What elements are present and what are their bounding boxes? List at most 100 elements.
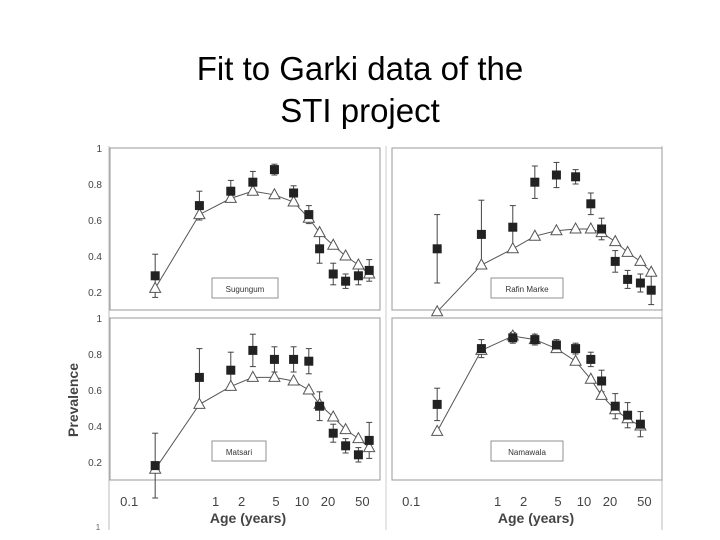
- panel-label: Sugungum: [226, 285, 265, 294]
- observed-point: [304, 356, 314, 366]
- x-tick-label: 10: [295, 494, 309, 509]
- panel-label: Rafin Marke: [505, 285, 549, 294]
- observed-point: [432, 244, 442, 254]
- y-tick-label: 1: [96, 314, 102, 325]
- y-tick-labels: 1 0.8 0.6 0.4 0.2 1 0.8 0.6 0.4 0.2: [88, 144, 102, 469]
- observed-point: [248, 177, 258, 187]
- x-tick-label: 1: [494, 494, 501, 509]
- y-axis-label: Prevalence: [65, 363, 81, 437]
- observed-point: [551, 170, 561, 180]
- y-tick-label: 0.4: [88, 422, 102, 433]
- model-point: [430, 304, 444, 317]
- model-point: [326, 238, 340, 250]
- x-tick-labels: 0.1 1 2 5 10 20 50 0.1 1 2 5 10 20 50: [120, 494, 651, 509]
- observed-point: [597, 224, 607, 234]
- observed-point: [571, 172, 581, 182]
- model-point: [569, 354, 582, 366]
- y-tick-label: 0.2: [88, 458, 102, 469]
- x-tick-label: 5: [554, 494, 561, 509]
- panel-namawala: Namawala: [391, 317, 663, 481]
- model-point: [268, 370, 281, 382]
- observed-point: [610, 256, 620, 266]
- observed-point: [364, 265, 374, 275]
- model-point: [352, 431, 365, 444]
- x-tick-label: 2: [238, 494, 245, 509]
- model-point: [595, 388, 608, 400]
- observed-point: [635, 419, 645, 429]
- model-point: [339, 248, 352, 261]
- observed-point: [364, 435, 374, 445]
- observed-point: [315, 401, 325, 411]
- y-tick-label: 0.6: [88, 216, 102, 227]
- panel-label-box: [211, 440, 267, 462]
- observed-point: [289, 354, 299, 364]
- x-tick-label: 0.1: [402, 494, 420, 509]
- model-point: [287, 373, 300, 386]
- slide-title: Fit to Garki data of the STI project: [110, 48, 610, 132]
- slide-title-line-2: STI project: [280, 92, 440, 129]
- observed-point: [353, 450, 363, 460]
- model-point: [644, 265, 658, 277]
- y-tick-label: 0.8: [88, 350, 102, 361]
- panel-label-box: [490, 440, 564, 462]
- observed-point: [530, 177, 540, 187]
- observed-point: [432, 399, 442, 409]
- observed-point: [623, 410, 633, 420]
- panel-rafin-marke: Rafin Marke: [391, 147, 663, 317]
- x-tick-label: 20: [603, 494, 617, 509]
- observed-point: [150, 461, 160, 471]
- observed-point: [551, 340, 561, 350]
- y-tick-label: 0.8: [88, 180, 102, 191]
- model-point: [584, 372, 598, 384]
- observed-point: [571, 344, 581, 354]
- model-point: [246, 184, 260, 196]
- model-point: [193, 207, 206, 220]
- observed-point: [289, 188, 299, 198]
- y-tick-label: 0.4: [88, 252, 102, 263]
- x-tick-label: 20: [321, 494, 335, 509]
- x-tick-label: 5: [272, 494, 279, 509]
- panel-label-box: [211, 277, 279, 299]
- model-point: [287, 194, 300, 207]
- observed-point: [341, 441, 351, 451]
- model-point: [621, 245, 634, 257]
- observed-point: [476, 229, 486, 239]
- x-axis-label-right: Age (years): [498, 510, 574, 526]
- observed-point: [646, 285, 656, 295]
- model-point: [608, 234, 622, 247]
- x-tick-label: 50: [355, 494, 369, 509]
- observed-point: [597, 376, 607, 386]
- observed-point: [341, 276, 351, 286]
- observed-point: [269, 165, 279, 175]
- observed-point: [353, 271, 363, 281]
- model-point: [506, 241, 520, 254]
- x-tick-label: 10: [577, 494, 591, 509]
- observed-point: [150, 271, 160, 281]
- x-tick-label: 1: [212, 494, 219, 509]
- model-point: [224, 191, 238, 203]
- x-tick-label: 2: [520, 494, 527, 509]
- observed-point: [248, 345, 258, 355]
- model-point: [326, 409, 340, 422]
- observed-point: [226, 186, 236, 196]
- model-point: [302, 382, 316, 395]
- model-point: [148, 281, 162, 293]
- observed-point: [194, 201, 204, 211]
- panel-label: Namawala: [508, 448, 546, 457]
- observed-point: [508, 333, 518, 343]
- model-point: [634, 254, 647, 266]
- observed-point: [226, 365, 236, 375]
- observed-point: [586, 354, 596, 364]
- slide-title-line-1: Fit to Garki data of the: [196, 50, 524, 87]
- observed-point: [328, 428, 338, 438]
- observed-point: [315, 244, 325, 254]
- observed-point: [328, 269, 338, 279]
- model-point: [313, 225, 326, 238]
- model-point: [352, 257, 365, 270]
- model-point: [550, 223, 563, 236]
- y-tick-label: 0.2: [88, 288, 102, 299]
- observed-point: [304, 210, 314, 220]
- observed-point: [508, 222, 518, 232]
- x-tick-label: 0.1: [120, 494, 138, 509]
